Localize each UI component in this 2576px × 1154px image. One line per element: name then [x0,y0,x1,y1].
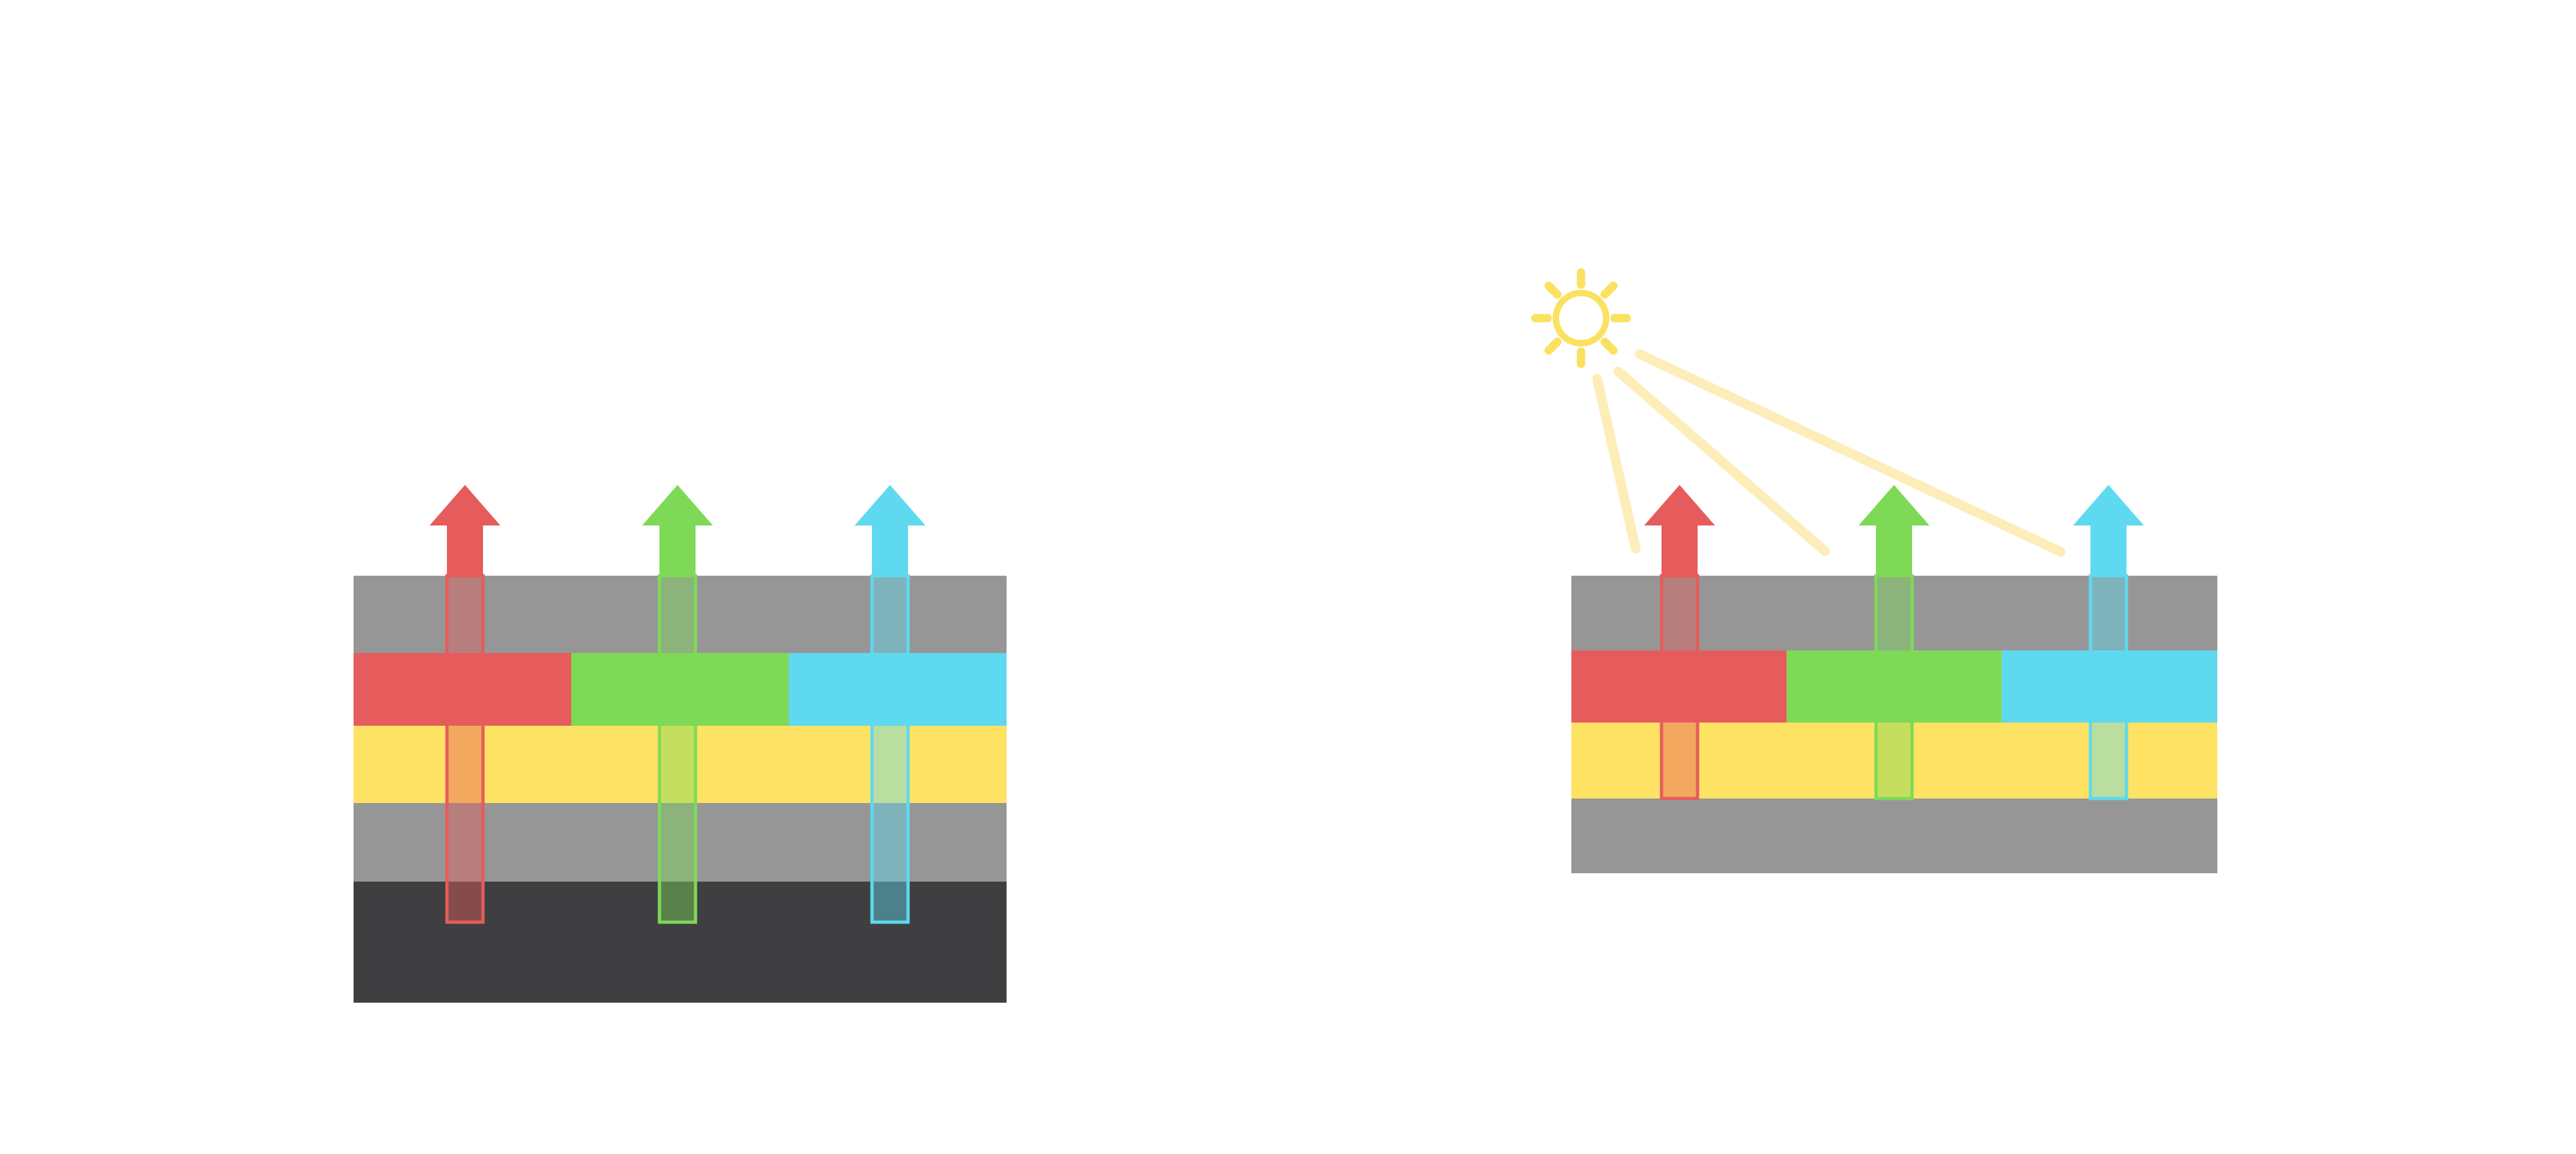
rgb-subpixel-layer [354,653,1007,726]
green-subpixel [571,653,789,726]
backlight-layer [354,882,1007,1003]
sun-ray [1600,281,1618,299]
lower-glass-layer [354,803,1007,882]
reflector-layer [1571,799,2217,873]
green-light-arrow [1859,485,1929,576]
cyan-subpixel [789,653,1007,726]
red-subpixel [354,653,571,726]
reflective-sunlit-display [1531,268,2217,873]
sun-ray [1544,281,1562,299]
green-light-shaft [1874,574,1914,800]
cyan-light-shaft [870,574,910,924]
red-light-shaft [445,574,485,924]
cyan-light-shaft [2088,574,2128,800]
red-light-arrow [1644,485,1715,576]
emissive-backlit-display [354,485,1007,1003]
cyan-subpixel [2002,650,2217,723]
sunlight-beam [1634,349,2066,557]
sun-ray [1544,337,1562,355]
red-light-arrow [430,485,500,576]
sunlight-beam [1592,374,1641,554]
cyan-light-arrow [2073,485,2144,576]
green-subpixel [1786,650,2002,723]
emissive-layer [1571,723,2217,799]
sunlight-beam [1613,366,1830,556]
emissive-layer [354,726,1007,803]
green-light-shaft [658,574,697,924]
upper-glass-layer [354,576,1007,653]
sun-ring [1553,290,1609,346]
sun-ray [1600,337,1618,355]
rgb-subpixel-layer [1571,650,2217,723]
upper-glass-layer [1571,576,2217,650]
red-light-shaft [1660,574,1700,800]
green-light-arrow [642,485,713,576]
red-subpixel [1571,650,1787,723]
cyan-light-arrow [855,485,925,576]
sun-icon [1531,268,1631,368]
